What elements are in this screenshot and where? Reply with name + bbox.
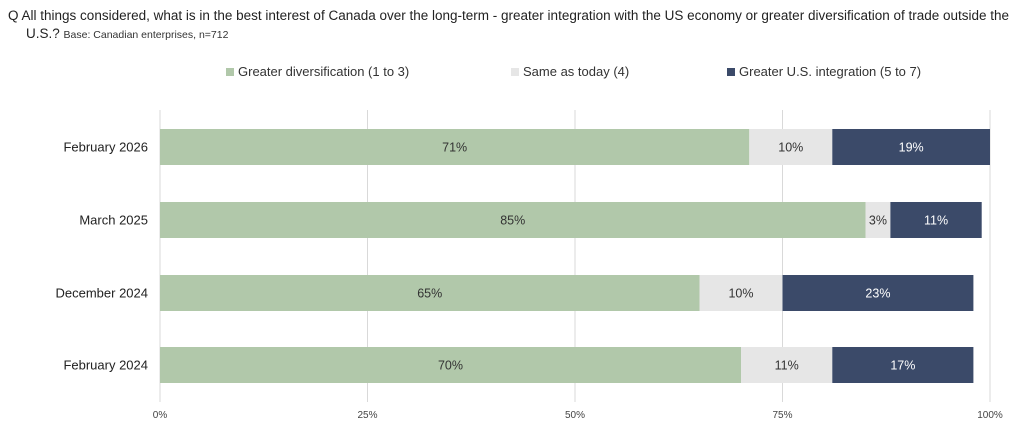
bar-segment [832, 129, 990, 165]
question-base: Base: Canadian enterprises, n=712 [63, 29, 229, 41]
axis: 0% 25% 50% 75% 100% February 2026 March 2025 De… [56, 140, 1003, 422]
x-tick-label: 50% [565, 410, 585, 421]
bar-segment [890, 202, 982, 238]
bars [160, 129, 990, 383]
legend-label-diversification: Greater diversification (1 to 3) [238, 64, 410, 79]
chart-legend: Greater diversification (1 to 3) Same as… [0, 64, 1024, 84]
bar-segment [749, 129, 833, 165]
bar-segment [865, 202, 891, 238]
data-label: 10% [778, 141, 803, 155]
legend-item-diversification: Greater diversification (1 to 3) [226, 64, 409, 79]
bar-segment [832, 347, 974, 383]
legend-label-integration: Greater U.S. integration (5 to 7) [739, 64, 922, 79]
question-text-2: U.S.? [26, 26, 60, 41]
x-tick-label: 25% [357, 410, 377, 421]
question-text-1: All things considered, what is in the be… [21, 8, 1010, 23]
data-label: 71% [442, 141, 467, 155]
bar-segment [782, 275, 974, 311]
data-labels: 71% 10% 19% 85% 3% 11% 65% 10% 23% 70% 11% 17% [417, 141, 948, 373]
x-tick-label: 75% [772, 410, 792, 421]
data-label: 3% [869, 214, 887, 228]
data-label: 19% [899, 141, 924, 155]
category-label: February 2026 [63, 140, 148, 155]
data-label: 11% [924, 214, 948, 228]
legend-swatch-same [511, 67, 519, 76]
category-label: December 2024 [56, 286, 149, 301]
bar-segment [741, 347, 833, 383]
bar-segment [160, 347, 741, 383]
bar-segment [160, 129, 750, 165]
x-tick-label: 100% [977, 410, 1003, 421]
category-label: March 2025 [79, 213, 148, 228]
question-line-2: U.S.? Base: Canadian enterprises, n=712 [26, 26, 228, 41]
data-label: 70% [438, 359, 463, 373]
question-prefix: Q [8, 8, 19, 23]
question-line-1: Q All things considered, what is in the … [8, 8, 1009, 23]
legend-label-same: Same as today (4) [523, 64, 630, 79]
bar-segment [160, 202, 866, 238]
data-label: 11% [775, 359, 799, 373]
data-label: 17% [890, 359, 915, 373]
data-label: 10% [728, 287, 753, 301]
legend-item-integration: Greater U.S. integration (5 to 7) [727, 64, 921, 79]
legend-swatch-integration [727, 67, 735, 76]
category-label: February 2024 [63, 358, 148, 373]
legend-swatch-diversification [226, 67, 234, 76]
legend-item-same: Same as today (4) [511, 64, 629, 79]
data-label: 85% [500, 214, 525, 228]
data-label: 23% [865, 287, 890, 301]
bar-segment [699, 275, 783, 311]
x-tick-label: 0% [153, 410, 168, 421]
bar-segment [160, 275, 700, 311]
data-label: 65% [417, 287, 442, 301]
